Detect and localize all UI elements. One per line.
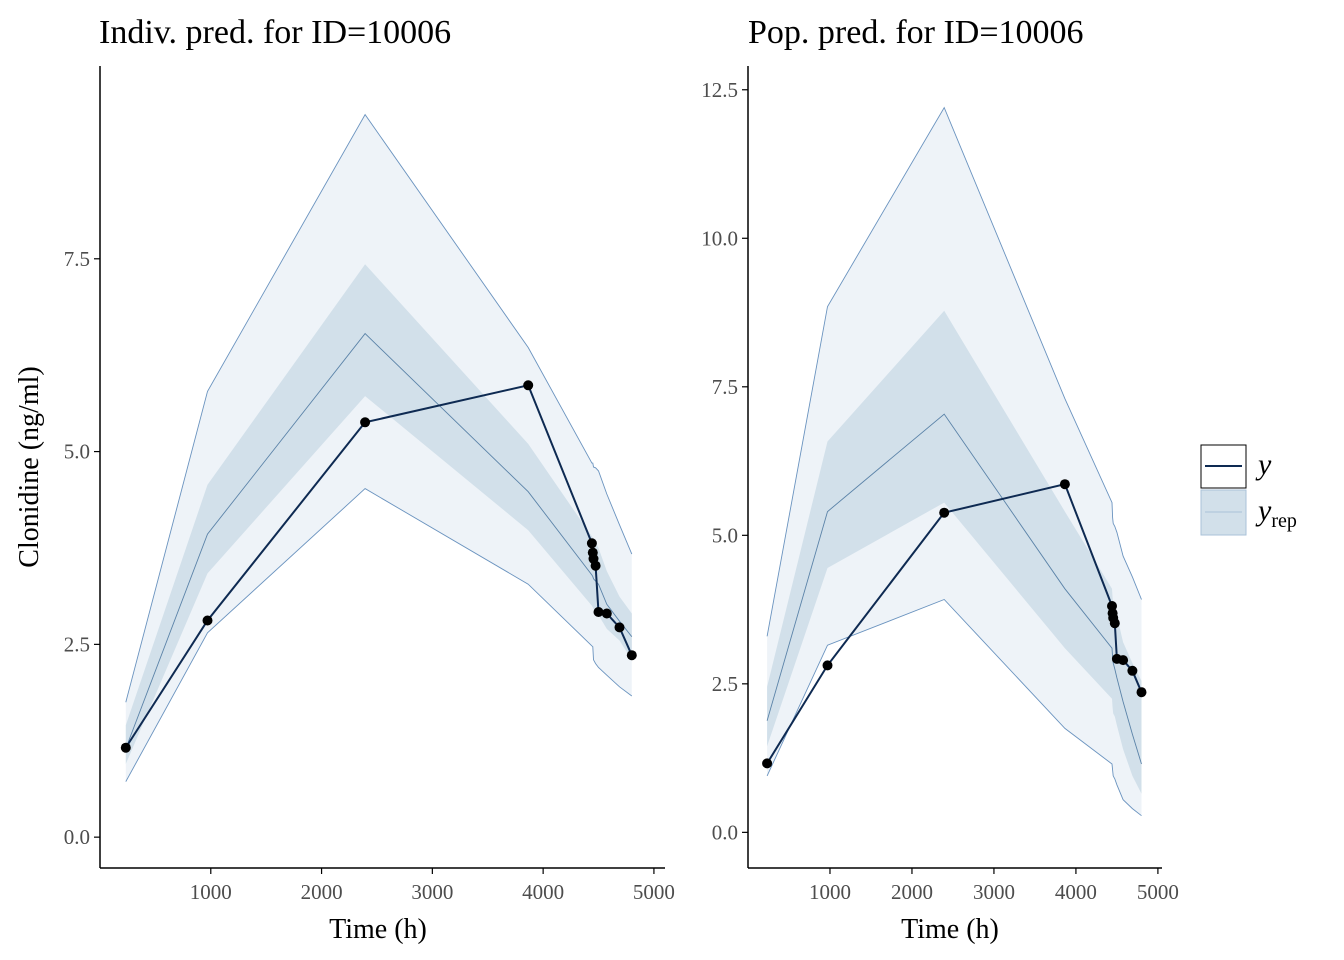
observed-point (1127, 665, 1138, 676)
x-tick-label: 3000 (411, 880, 453, 904)
y-tick-label: 5.0 (64, 440, 90, 464)
y-tick-label: 7.5 (64, 247, 90, 271)
legend: y yrep (1200, 444, 1297, 536)
x-tick-label: 5000 (1137, 880, 1179, 904)
observed-point (1059, 479, 1070, 490)
x-tick-label: 4000 (1055, 880, 1097, 904)
y-axis-title: Clonidine (ng/ml) (14, 366, 45, 567)
panel-individual-prediction: Indiv. pred. for ID=10006 0.0 2.5 5.0 7.5 10… (14, 14, 675, 945)
yrep-outer-lower-edge (125, 488, 633, 782)
observed-point (202, 615, 213, 626)
observed-point (614, 622, 625, 633)
yrep-outer-band (125, 114, 632, 782)
legend-label-yrep: yrep (1255, 494, 1297, 532)
observed-point (593, 607, 604, 617)
legend-label-y: y (1255, 448, 1272, 481)
observed-point (762, 758, 773, 769)
plot-area: 0.0 2.5 5.0 7.5 10.0 12.5 1000 2000 3000 4000 5000 (701, 66, 1179, 904)
yrep-median-line (125, 332, 633, 749)
x-tick-label: 5000 (633, 880, 675, 904)
observed-point (1109, 618, 1120, 629)
y-tick-label: 0.0 (64, 825, 90, 849)
observed-point (939, 507, 950, 518)
yrep-outer-upper-edge (125, 113, 633, 703)
observed-point (586, 538, 597, 549)
panel-title: Indiv. pred. for ID=10006 (99, 14, 451, 51)
y-tick-label: 12.5 (701, 78, 738, 102)
yrep-inner-band (125, 264, 632, 764)
x-tick-label: 1000 (809, 880, 851, 904)
y-tick-label: 2.5 (712, 672, 738, 696)
observed-point (590, 560, 601, 571)
x-tick-label: 3000 (973, 880, 1015, 904)
y-tick-label: 2.5 (64, 632, 90, 656)
x-tick-label: 2000 (891, 880, 933, 904)
observed-point (1136, 687, 1147, 698)
observed-point (822, 660, 833, 671)
x-tick-label: 2000 (301, 880, 343, 904)
y-tick-label: 5.0 (712, 523, 738, 547)
legend-label-yrep-base: y (1255, 494, 1272, 527)
observed-point (601, 608, 612, 619)
observed-point (120, 742, 131, 753)
legend-label-yrep-subscript: rep (1271, 510, 1297, 532)
yrep-outer-lower-edge (766, 598, 1142, 817)
x-axis-title: Time (h) (329, 914, 427, 945)
panel-title: Pop. pred. for ID=10006 (748, 14, 1084, 51)
observed-point (360, 417, 371, 428)
plot-area: 0.0 2.5 5.0 7.5 1000 2000 3000 4000 5000 (64, 66, 675, 904)
x-axis-title: Time (h) (901, 914, 999, 945)
observed-point (1118, 655, 1129, 666)
observed-point (523, 380, 534, 391)
y-tick-label: 10.0 (701, 226, 738, 250)
y-tick-label: 0.0 (712, 820, 738, 844)
observed-point (626, 650, 637, 661)
yrep-outer-upper-edge (766, 106, 1142, 637)
x-tick-label: 1000 (190, 880, 232, 904)
yrep-inner-band (767, 310, 1142, 794)
x-tick-label: 4000 (522, 880, 564, 904)
y-tick-label: 7.5 (712, 375, 738, 399)
panel-population-prediction: Pop. pred. for ID=10006 0.0 2.5 5.0 7.5 10.0… (701, 14, 1179, 945)
